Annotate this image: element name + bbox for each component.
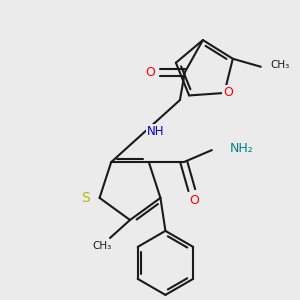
Text: S: S bbox=[81, 191, 90, 205]
Text: O: O bbox=[189, 194, 199, 207]
Text: NH: NH bbox=[147, 124, 164, 138]
Text: CH₃: CH₃ bbox=[92, 241, 112, 251]
Text: O: O bbox=[145, 66, 155, 79]
Text: O: O bbox=[223, 86, 233, 100]
Text: NH₂: NH₂ bbox=[230, 142, 254, 154]
Text: CH₃: CH₃ bbox=[271, 60, 290, 70]
